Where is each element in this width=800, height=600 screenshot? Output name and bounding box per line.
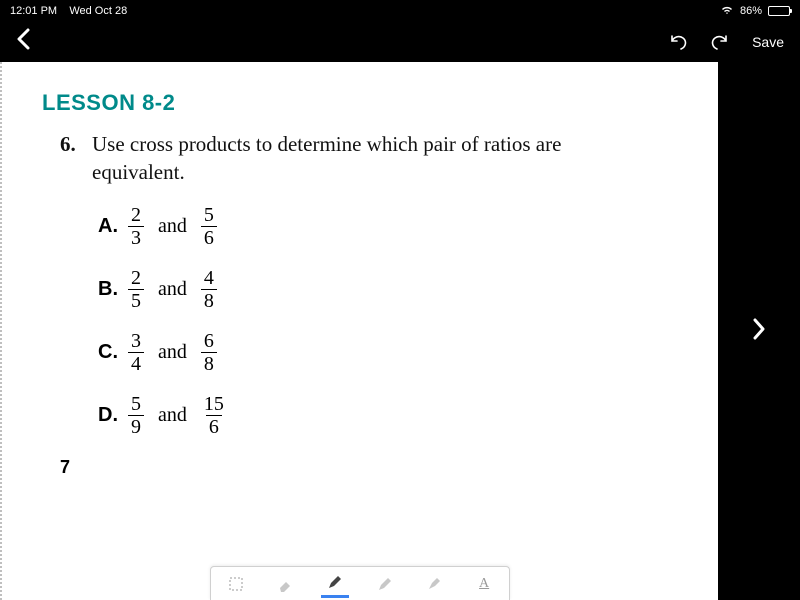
and-text: and: [158, 278, 187, 301]
cutoff-number: 7: [60, 457, 70, 478]
next-question-cutoff: 7: [60, 457, 678, 478]
time-text: 12:01 PM: [10, 5, 57, 17]
back-icon[interactable]: [16, 28, 32, 56]
fraction: 2 3: [128, 205, 144, 248]
option-a: A. 2 3 and 5 6: [98, 205, 678, 248]
select-tool-icon[interactable]: [222, 570, 250, 598]
fraction: 6 8: [201, 331, 217, 374]
and-text: and: [158, 404, 187, 427]
redo-icon[interactable]: [710, 32, 730, 53]
question-number: 6.: [60, 130, 82, 187]
status-time: 12:01 PM Wed Oct 28: [10, 5, 127, 17]
option-c: C. 3 4 and 6 8: [98, 331, 678, 374]
status-bar: 12:01 PM Wed Oct 28 86%: [0, 0, 800, 22]
pen-tool-icon[interactable]: [321, 570, 349, 598]
option-label: A.: [98, 215, 120, 238]
fraction: 5 6: [201, 205, 217, 248]
option-label: C.: [98, 341, 120, 364]
nav-bar: Save: [0, 22, 800, 62]
text-tool-icon[interactable]: A: [470, 570, 498, 598]
tool-tray: A: [210, 566, 510, 600]
lesson-title: LESSON 8-2: [42, 90, 678, 116]
fraction: 3 4: [128, 331, 144, 374]
fraction: 2 5: [128, 268, 144, 311]
fraction: 4 8: [201, 268, 217, 311]
question-block: 6. Use cross products to determine which…: [60, 130, 678, 187]
fraction: 15 6: [201, 394, 227, 437]
wifi-icon: [720, 5, 734, 18]
nav-right: Save: [668, 32, 784, 53]
eraser-tool-icon[interactable]: [271, 570, 299, 598]
and-text: and: [158, 341, 187, 364]
battery-icon: [768, 6, 790, 16]
right-panel: [718, 62, 800, 600]
and-text: and: [158, 215, 187, 238]
option-b: B. 2 5 and 4 8: [98, 268, 678, 311]
next-page-icon[interactable]: [752, 318, 766, 345]
status-right: 86%: [720, 5, 790, 18]
pencil-tool-icon[interactable]: [371, 570, 399, 598]
question-text: Use cross products to determine which pa…: [92, 130, 572, 187]
document-page[interactable]: LESSON 8-2 6. Use cross products to dete…: [0, 62, 718, 600]
options-list: A. 2 3 and 5 6 B. 2 5 and 4: [98, 205, 678, 437]
nav-left: [16, 28, 32, 56]
day-text: Wed Oct 28: [69, 5, 127, 17]
highlighter-tool-icon[interactable]: [420, 570, 448, 598]
fraction: 5 9: [128, 394, 144, 437]
option-d: D. 5 9 and 15 6: [98, 394, 678, 437]
option-label: D.: [98, 404, 120, 427]
save-button[interactable]: Save: [752, 34, 784, 50]
content-area: LESSON 8-2 6. Use cross products to dete…: [0, 62, 800, 600]
battery-percent: 86%: [740, 5, 762, 17]
option-label: B.: [98, 278, 120, 301]
undo-icon[interactable]: [668, 32, 688, 53]
